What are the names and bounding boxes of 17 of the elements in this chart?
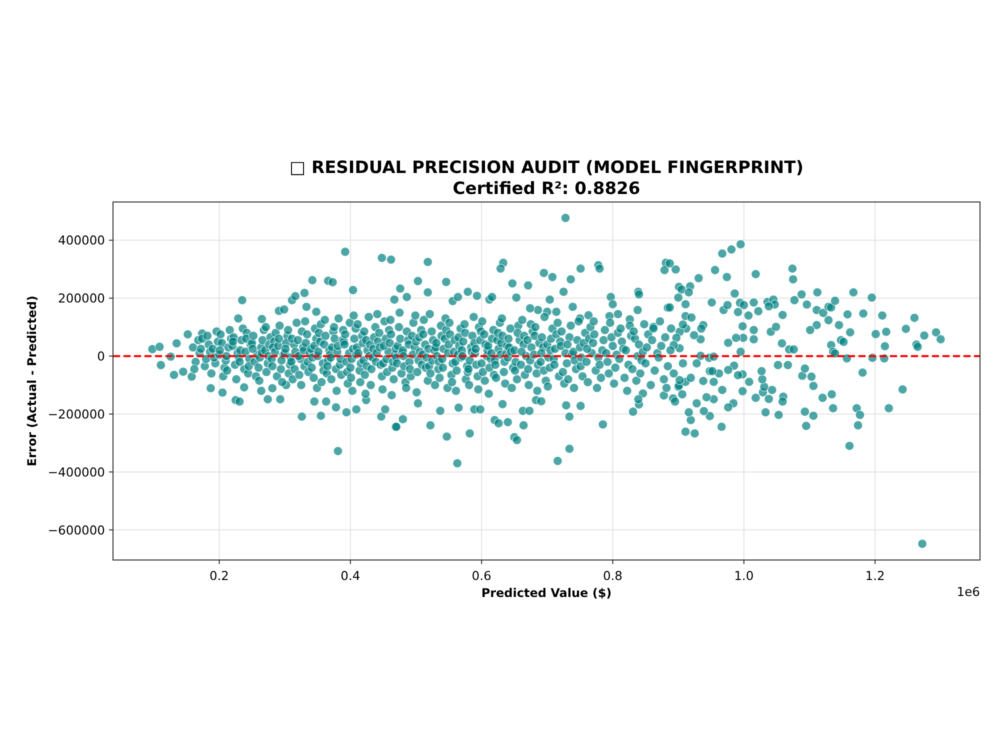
x-axis-title: Predicted Value ($) (481, 586, 612, 600)
chart-subtitle: Certified R²: 0.8826 (452, 179, 640, 199)
y-axis-title: Error (Actual - Predicted) (25, 296, 39, 466)
x-tick-label: 1.2 (865, 569, 885, 583)
y-tick-label: 400000 (58, 234, 105, 248)
y-tick-label: 200000 (58, 292, 105, 306)
text: 1e6 (956, 585, 980, 599)
x-tick-label: 0.8 (602, 569, 623, 583)
y-tick-label: −400000 (48, 465, 105, 480)
y-tick-label: −600000 (48, 523, 105, 538)
x-tick-label: 1.0 (734, 569, 754, 583)
x-tick-label: 0.6 (472, 569, 492, 583)
x-tick-label: 0.2 (209, 569, 230, 583)
y-tick-label: −200000 (48, 408, 105, 422)
y-tick-label: 0 (97, 350, 105, 364)
x-tick-label: 0.4 (340, 569, 360, 583)
chart-title: □ RESIDUAL PRECISION AUDIT (MODEL FINGERPRINT) (290, 158, 804, 178)
